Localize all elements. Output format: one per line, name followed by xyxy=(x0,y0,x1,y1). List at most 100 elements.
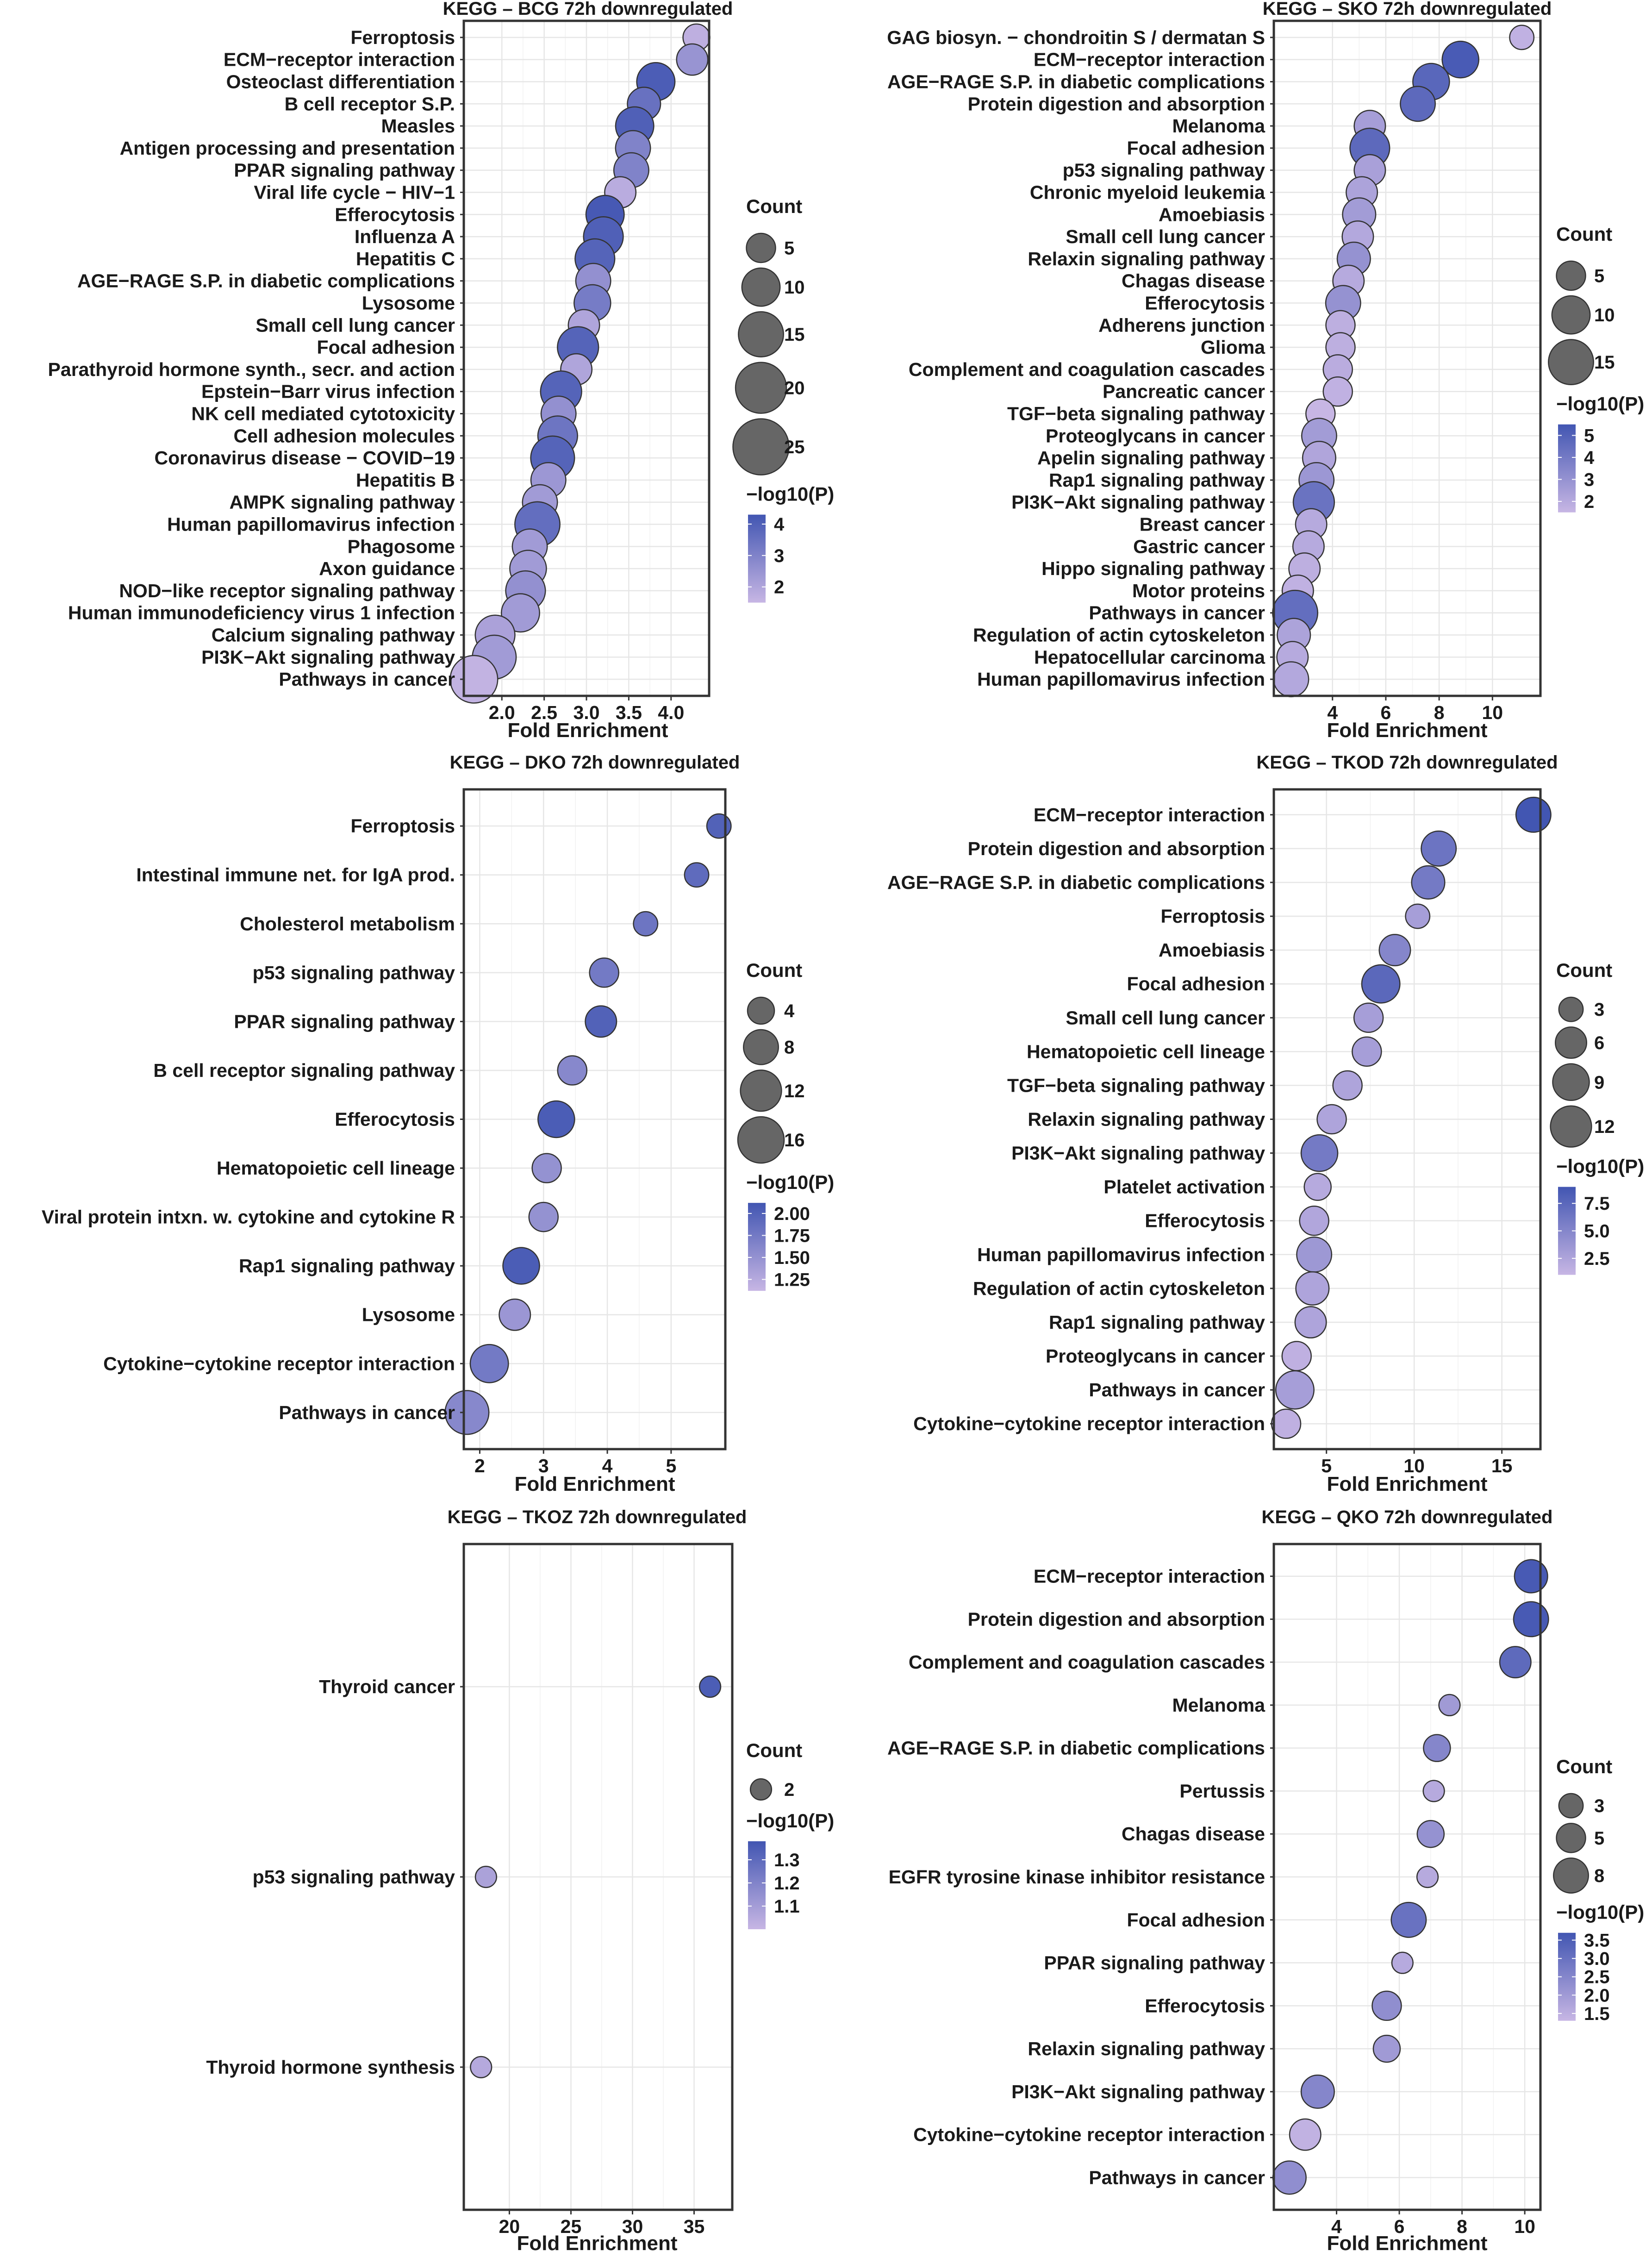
legend-size-title: Count xyxy=(746,195,802,217)
legend-size-label: 3 xyxy=(1594,1796,1604,1816)
y-tick-label: Pathways in cancer xyxy=(1089,602,1265,624)
legend-size-swatch xyxy=(1551,295,1591,335)
plot-frame xyxy=(462,788,727,1451)
y-tick-label: Pathways in cancer xyxy=(279,1402,455,1423)
y-tick-label: Regulation of actin cytoskeleton xyxy=(973,625,1265,646)
data-point xyxy=(1411,865,1446,900)
legend-size-label: 15 xyxy=(784,325,805,345)
legend-size-label: 12 xyxy=(1594,1117,1615,1137)
x-tick-label: 3.0 xyxy=(574,702,600,723)
y-tick-label: GAG biosyn. − chondroitin S / dermatan S xyxy=(887,27,1265,48)
data-point xyxy=(1294,1306,1327,1338)
legend-size-title: Count xyxy=(746,1739,802,1761)
y-tick-label: PI3K−Akt signaling pathway xyxy=(1011,2081,1265,2102)
panel-dko: KEGG – DKO 72h downregulated Ferroptosis I… xyxy=(42,752,834,1495)
y-tick-label: Antigen processing and presentation xyxy=(120,138,455,159)
legend-size-swatch xyxy=(1555,1026,1587,1059)
y-tick-label: p53 signaling pathway xyxy=(253,1866,455,1888)
data-point xyxy=(1361,964,1401,1004)
chart-title: KEGG – QKO 72h downregulated xyxy=(1262,1507,1553,1527)
legend-size-label: 3 xyxy=(1594,1000,1604,1020)
legend-color-label: 2.5 xyxy=(1584,1967,1610,1988)
data-point xyxy=(531,1153,562,1183)
y-tick-label: PPAR signaling pathway xyxy=(234,160,455,181)
y-tick-label: Melanoma xyxy=(1172,115,1266,137)
y-tick-label: Efferocytosis xyxy=(335,1109,455,1130)
data-point xyxy=(1303,1173,1332,1201)
legend-colorbar xyxy=(748,1841,766,1929)
data-point xyxy=(1441,40,1479,79)
data-point xyxy=(1378,934,1411,967)
legend-size-label: 25 xyxy=(784,437,805,457)
y-tick-label: Pathways in cancer xyxy=(1089,1379,1265,1401)
y-tick-label: Thyroid cancer xyxy=(319,1676,455,1697)
y-tick-label: Glioma xyxy=(1201,337,1265,358)
legend-size-label: 6 xyxy=(1594,1033,1604,1053)
legend-color-label: 5 xyxy=(1584,425,1594,446)
data-point xyxy=(444,1390,490,1435)
data-point xyxy=(1416,1820,1445,1848)
x-tick-label: 2.5 xyxy=(531,702,557,723)
y-tick-label: Hippo signaling pathway xyxy=(1041,558,1265,579)
y-tick-label: Pathways in cancer xyxy=(279,669,455,690)
x-axis-label: Fold Enrichment xyxy=(517,2232,677,2251)
legend-color-title: −log10(P) xyxy=(746,1810,834,1832)
legend-color-label: 1.75 xyxy=(774,1226,810,1246)
data-point xyxy=(1514,1559,1548,1594)
legend-color-title: −log10(P) xyxy=(1556,393,1644,415)
y-tick-label: Human papillomavirus infection xyxy=(167,514,455,535)
data-point xyxy=(1281,1341,1312,1371)
legend-size-title: Count xyxy=(1556,1756,1612,1777)
y-tick-label: Osteoclast differentiation xyxy=(226,71,455,92)
legend: Count 5 10 15 20 25 −log10(P) 4 3 2 xyxy=(732,195,834,603)
y-tick-label: ECM−receptor interaction xyxy=(1034,49,1265,70)
data-point xyxy=(1422,1780,1445,1802)
data-point xyxy=(469,1344,509,1383)
y-tick-label: TGF−beta signaling pathway xyxy=(1007,1075,1265,1096)
y-tick-label: Platelet activation xyxy=(1103,1176,1265,1198)
panel-tkod: KEGG – TKOD 72h downregulated ECM−recepto… xyxy=(887,752,1644,1495)
panel-bcg: KEGG – BCG 72h downregulatedFerroptosisE… xyxy=(48,0,835,742)
y-tick-label: Proteoglycans in cancer xyxy=(1046,1345,1265,1367)
y-tick-label: TGF−beta signaling pathway xyxy=(1007,403,1265,425)
x-tick-label: 5 xyxy=(666,1455,676,1476)
data-point xyxy=(1438,1694,1461,1717)
data-point xyxy=(1499,1646,1532,1679)
data-point xyxy=(699,1676,722,1698)
data-point xyxy=(1371,1990,1402,2021)
legend-color-title: −log10(P) xyxy=(1556,1901,1644,1923)
legend-size-title: Count xyxy=(746,959,802,981)
y-tick-label: Rap1 signaling pathway xyxy=(1049,469,1265,491)
y-tick-label: Small cell lung cancer xyxy=(256,314,455,336)
y-tick-label: Viral protein intxn. w. cytokine and cyt… xyxy=(42,1207,455,1228)
legend-color-label: 3.5 xyxy=(1584,1931,1610,1951)
y-tick-label: Human papillomavirus infection xyxy=(977,1244,1265,1265)
x-tick-label: 6 xyxy=(1394,2216,1405,2237)
x-tick-label: 2 xyxy=(474,1455,485,1476)
data-point xyxy=(1289,2118,1322,2151)
legend-size-label: 4 xyxy=(784,1001,795,1021)
legend-color-label: 3.0 xyxy=(1584,1949,1610,1969)
legend-size-swatch xyxy=(1556,1823,1586,1853)
y-tick-label: Ferroptosis xyxy=(350,815,455,837)
y-tick-label: Proteoglycans in cancer xyxy=(1046,425,1265,446)
legend-color-label: 4 xyxy=(1584,448,1595,468)
panel-sko: KEGG – SKO 72h downregulated GAG biosyn. … xyxy=(887,0,1644,742)
y-tick-label: Axon guidance xyxy=(319,558,455,579)
x-tick-label: 4.0 xyxy=(658,702,684,723)
y-tick-label: Parathyroid hormone synth., secr. and ac… xyxy=(48,359,455,380)
x-tick-label: 4 xyxy=(602,1455,613,1476)
y-tick-label: Rap1 signaling pathway xyxy=(239,1255,455,1276)
y-tick-label: B cell receptor signaling pathway xyxy=(153,1060,455,1081)
legend-size-label: 2 xyxy=(784,1780,794,1800)
y-tick-label: Hematopoietic cell lineage xyxy=(217,1157,455,1179)
y-tick-label: Motor proteins xyxy=(1132,580,1265,601)
y-tick-label: p53 signaling pathway xyxy=(253,962,455,983)
data-point xyxy=(1296,1236,1333,1273)
x-tick-label: 4 xyxy=(1331,2216,1342,2237)
y-tick-label: Apelin signaling pathway xyxy=(1037,447,1265,469)
x-tick-label: 4 xyxy=(1327,702,1338,723)
y-tick-label: Chagas disease xyxy=(1122,1823,1265,1845)
data-point xyxy=(449,655,499,704)
